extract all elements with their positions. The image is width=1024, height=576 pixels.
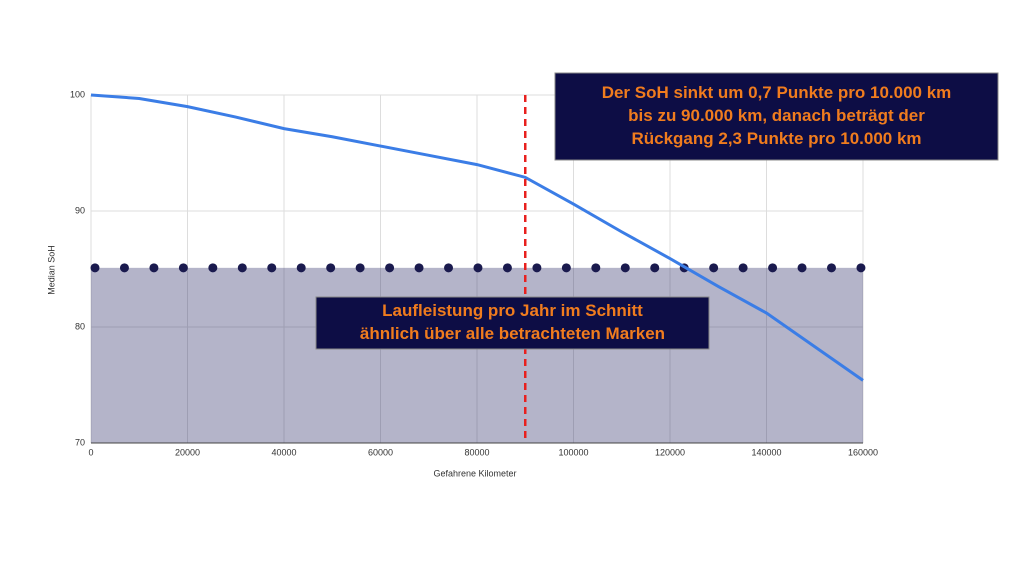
x-tick-label: 160000 bbox=[848, 447, 878, 457]
x-tick-label: 20000 bbox=[175, 447, 200, 457]
x-tick-label: 100000 bbox=[558, 447, 588, 457]
x-tick-label: 120000 bbox=[655, 447, 685, 457]
annotation-box bbox=[315, 296, 710, 350]
y-axis-label: Median SoH bbox=[46, 245, 56, 295]
x-tick-label: 60000 bbox=[368, 447, 393, 457]
x-tick-label: 40000 bbox=[271, 447, 296, 457]
annotation-text: Rückgang 2,3 Punkte pro 10.000 km bbox=[631, 129, 921, 148]
y-tick-label: 70 bbox=[75, 437, 85, 447]
y-tick-label: 90 bbox=[75, 205, 85, 215]
x-tick-label: 0 bbox=[88, 447, 93, 457]
data-line bbox=[90, 93, 864, 382]
y-tick-label: 100 bbox=[70, 89, 85, 99]
reference-area bbox=[91, 267, 863, 443]
annotation-text: Laufleistung pro Jahr im Schnitt bbox=[382, 301, 643, 320]
x-tick-label: 80000 bbox=[464, 447, 489, 457]
annotation-text: bis zu 90.000 km, danach beträgt der bbox=[628, 106, 925, 125]
x-tick-label: 140000 bbox=[751, 447, 781, 457]
y-tick-label: 80 bbox=[75, 321, 85, 331]
x-axis-label: Gefahrene Kilometer bbox=[433, 468, 516, 478]
annotation-text: ähnlich über alle betrachteten Marken bbox=[360, 324, 665, 343]
annotation-text: Der SoH sinkt um 0,7 Punkte pro 10.000 k… bbox=[602, 83, 952, 102]
annotation-box bbox=[554, 72, 999, 161]
